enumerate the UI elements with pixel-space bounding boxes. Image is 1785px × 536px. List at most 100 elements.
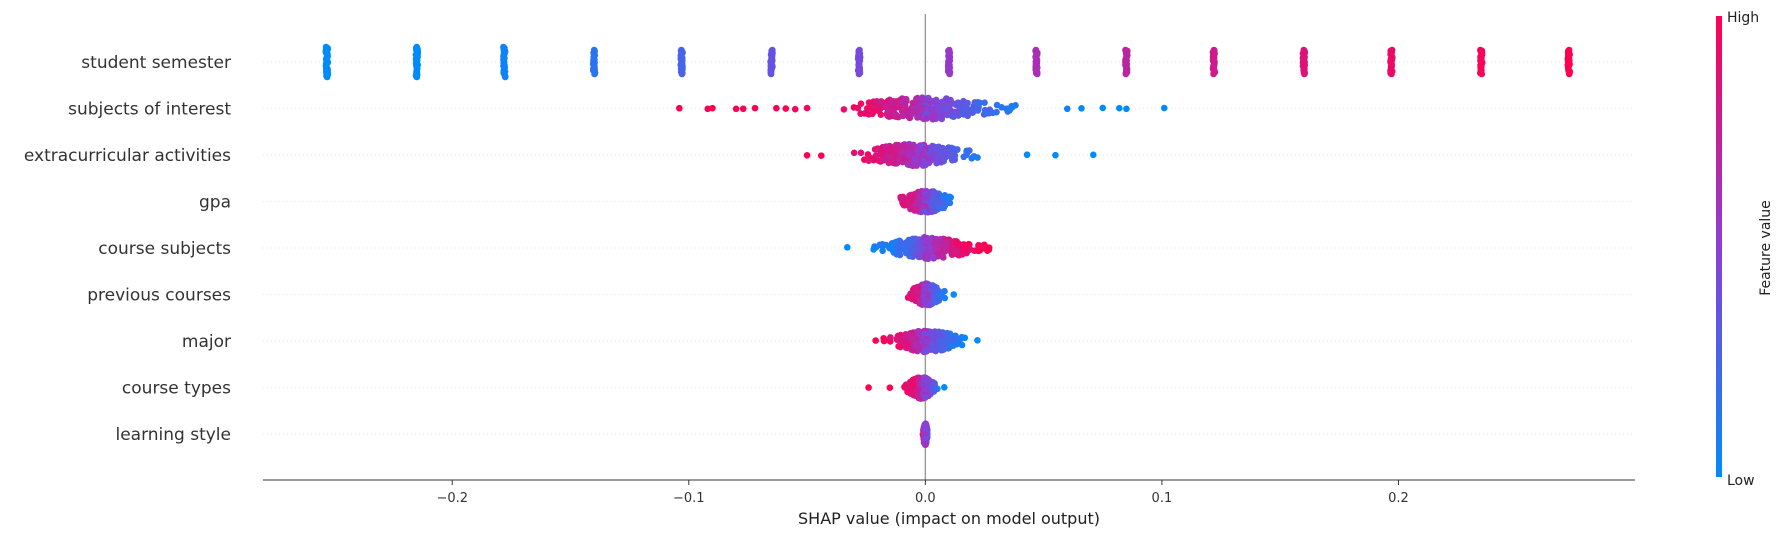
shap-point xyxy=(850,104,858,111)
shap-point xyxy=(857,110,864,117)
shap-point xyxy=(962,103,969,110)
shap-point xyxy=(887,334,894,341)
shap-point xyxy=(865,157,873,164)
shap-point xyxy=(591,70,598,78)
shap-point xyxy=(892,152,899,160)
shap-point xyxy=(960,153,968,161)
shap-point xyxy=(895,103,902,111)
shap-point xyxy=(889,159,897,166)
shap-point-outlier xyxy=(843,243,851,251)
shap-point xyxy=(904,342,912,350)
colorbar-high-label: High xyxy=(1727,10,1759,26)
shap-point xyxy=(932,96,940,104)
shap-point xyxy=(906,252,913,260)
shap-point xyxy=(1565,70,1573,78)
shap-point xyxy=(892,111,900,119)
shap-point xyxy=(899,148,907,156)
shap-point xyxy=(855,70,863,78)
shap-point xyxy=(933,159,940,167)
shap-point-outlier xyxy=(1116,104,1123,112)
shap-point xyxy=(930,287,937,295)
shap-point-outlier xyxy=(791,105,799,113)
feature-label: gpa xyxy=(199,193,231,213)
shap-point xyxy=(899,112,907,120)
shap-point xyxy=(874,145,881,152)
shap-point xyxy=(976,99,983,107)
shap-point xyxy=(922,394,929,401)
shap-point-outlier xyxy=(865,384,872,391)
shap-point xyxy=(929,197,937,204)
shap-point xyxy=(1122,70,1130,78)
shap-point-outlier xyxy=(817,152,825,159)
shap-point xyxy=(1003,105,1011,113)
shap-point xyxy=(909,376,917,384)
shap-point xyxy=(921,161,928,169)
shap-point xyxy=(909,238,917,246)
shap-point xyxy=(922,301,929,308)
shap-point xyxy=(916,298,924,306)
shap-point xyxy=(912,205,920,213)
shap-point xyxy=(884,108,892,115)
shap-point xyxy=(879,157,886,164)
shap-point xyxy=(961,334,969,342)
shap-point xyxy=(943,238,951,246)
shap-point-outlier xyxy=(709,104,716,112)
shap-point xyxy=(932,244,940,252)
shap-point-outlier xyxy=(940,383,948,391)
shap-point xyxy=(935,331,943,338)
shap-point xyxy=(902,106,910,113)
shap-point xyxy=(913,387,921,395)
shap-point xyxy=(980,241,988,249)
points-layer xyxy=(322,43,1574,449)
feature-labels: student semester subjects of interest extr… xyxy=(24,53,231,445)
shap-point xyxy=(909,99,917,107)
shap-point-outlier xyxy=(950,291,958,298)
shap-point xyxy=(993,101,1001,109)
shap-point xyxy=(923,254,931,262)
shap-point xyxy=(941,191,949,199)
shap-point xyxy=(1388,70,1395,78)
shap-point xyxy=(908,144,916,151)
shap-point xyxy=(913,291,921,299)
shap-point xyxy=(879,148,887,156)
shap-point xyxy=(1210,70,1217,78)
shap-point xyxy=(872,243,880,251)
shap-point xyxy=(899,194,906,202)
shap-point xyxy=(921,208,929,215)
feature-label: major xyxy=(182,332,231,352)
shap-point-outlier xyxy=(751,104,759,112)
shap-point-outlier xyxy=(1052,151,1059,159)
x-tick-label: 0.0 xyxy=(915,491,936,506)
x-axis-title: SHAP value (impact on model output) xyxy=(798,509,1100,528)
shap-point xyxy=(946,70,953,78)
shap-point xyxy=(929,253,937,261)
x-axis: −0.2 −0.1 0.0 0.1 0.2 xyxy=(263,479,1635,506)
row-gridlines xyxy=(263,61,1635,435)
shap-point-outlier xyxy=(1089,151,1097,159)
shap-point xyxy=(944,333,952,341)
feature-label: course subjects xyxy=(98,239,231,259)
feature-label: learning style xyxy=(115,425,231,445)
shap-point xyxy=(942,105,950,113)
shap-point xyxy=(941,154,948,162)
shap-point xyxy=(948,156,956,164)
shap-point xyxy=(501,73,509,81)
shap-point xyxy=(954,99,962,106)
shap-point-outlier xyxy=(782,105,790,112)
shap-point xyxy=(952,248,960,256)
shap-point-outlier xyxy=(1078,104,1085,112)
shap-point xyxy=(953,238,960,245)
shap-point-outlier xyxy=(1023,151,1031,159)
shap-point xyxy=(1033,70,1041,78)
shap-point xyxy=(889,98,897,106)
shap-point xyxy=(927,98,935,105)
shap-point xyxy=(975,104,982,112)
shap-point xyxy=(850,149,858,157)
shap-point xyxy=(943,95,951,103)
shap-point xyxy=(915,284,923,291)
shap-point xyxy=(947,149,954,156)
shap-point xyxy=(879,241,886,248)
shap-point xyxy=(895,243,902,251)
shap-point xyxy=(892,146,899,154)
shap-point xyxy=(936,147,944,155)
